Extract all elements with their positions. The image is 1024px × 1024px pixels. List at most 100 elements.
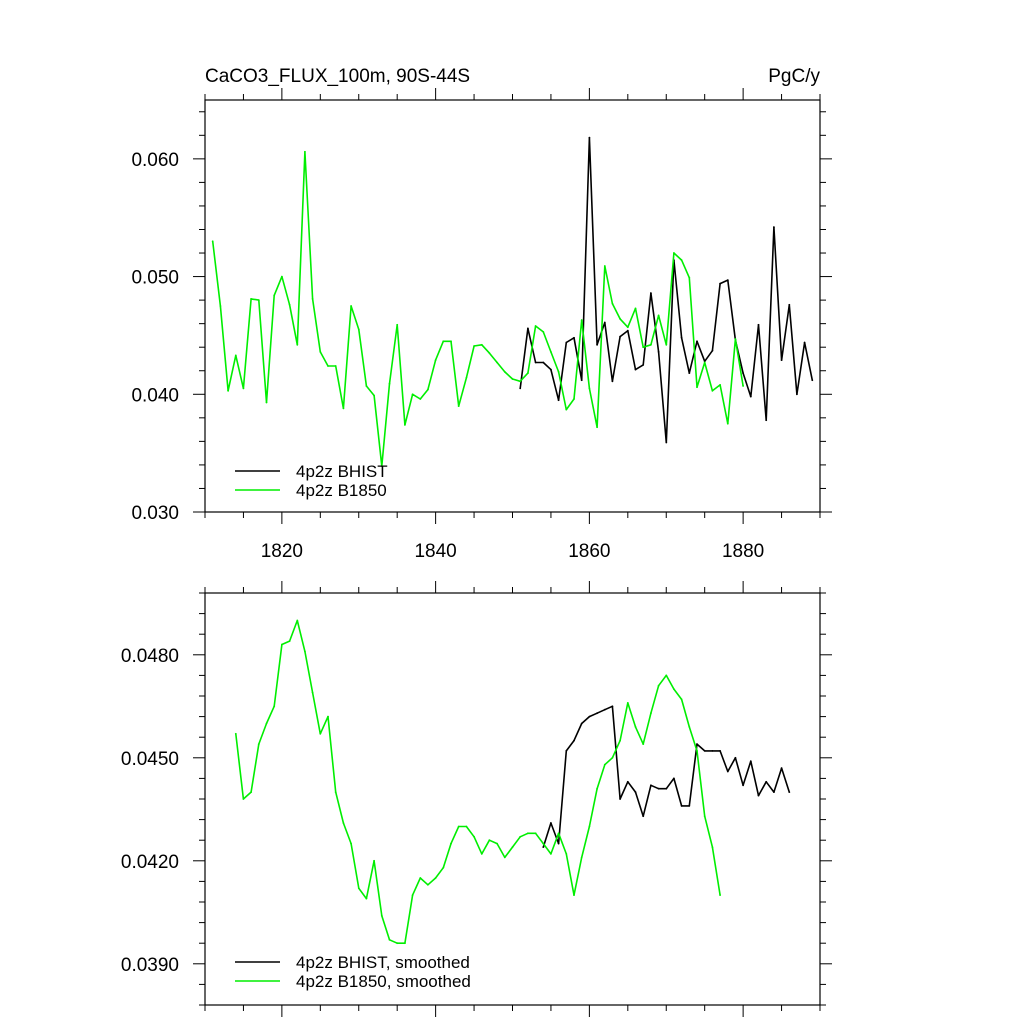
data-point-4p2z-b1850-smoothed (396, 942, 399, 945)
data-point-4p2z-b1850 (557, 371, 560, 373)
data-point-4p2z-b1850-smoothed (380, 914, 383, 917)
data-point-4p2z-bhist-smoothed (634, 791, 637, 793)
chart-units: PgC/y (768, 66, 820, 87)
data-point-4p2z-b1850 (742, 385, 744, 387)
y-tick-label: 0.0420 (121, 852, 179, 873)
top-legend: 4p2z BHIST 4p2z B1850 (235, 462, 388, 500)
bottom-series-lines (234, 619, 791, 945)
data-point-4p2z-bhist-smoothed (603, 708, 606, 711)
data-point-4p2z-b1850-smoothed (250, 791, 253, 793)
data-point-4p2z-bhist (573, 336, 575, 339)
data-point-4p2z-b1850-smoothed (665, 674, 668, 677)
data-point-4p2z-b1850 (688, 276, 691, 279)
data-point-4p2z-bhist (803, 341, 806, 344)
data-point-4p2z-bhist (696, 340, 698, 343)
data-point-4p2z-b1850-smoothed (557, 832, 560, 835)
data-point-4p2z-b1850 (319, 351, 322, 353)
data-point-4p2z-b1850-smoothed (611, 756, 614, 759)
data-point-4p2z-bhist-smoothed (580, 722, 583, 725)
data-point-4p2z-b1850-smoothed (565, 853, 568, 855)
data-point-4p2z-b1850 (611, 302, 614, 305)
x-tick-label: 1840 (414, 541, 456, 562)
data-point-4p2z-bhist (719, 282, 721, 285)
data-point-4p2z-b1850 (311, 298, 314, 300)
data-point-4p2z-b1850 (380, 465, 383, 467)
data-point-4p2z-b1850 (219, 305, 222, 307)
data-point-4p2z-b1850-smoothed (534, 832, 537, 835)
data-point-4p2z-bhist (711, 349, 714, 352)
data-point-4p2z-b1850-smoothed (442, 866, 445, 869)
data-point-4p2z-b1850 (427, 388, 429, 391)
data-point-4p2z-b1850 (726, 422, 729, 425)
data-point-4p2z-b1850 (473, 345, 475, 347)
y-tick-label: 0.0480 (121, 646, 179, 667)
data-point-4p2z-b1850-smoothed (334, 791, 337, 793)
data-point-4p2z-b1850 (542, 331, 545, 333)
data-point-4p2z-b1850-smoothed (488, 839, 491, 842)
data-point-4p2z-bhist (534, 361, 537, 364)
top-y-tick-labels: 0.030 0.040 0.050 0.060 (131, 150, 179, 524)
data-point-4p2z-b1850-smoothed (342, 822, 345, 824)
data-point-4p2z-b1850-smoothed (319, 732, 322, 735)
data-point-4p2z-b1850-smoothed (642, 743, 645, 745)
data-point-4p2z-b1850 (211, 240, 214, 243)
data-point-4p2z-b1850 (265, 401, 268, 404)
x-tick-label: 1820 (261, 541, 303, 562)
data-point-4p2z-bhist (657, 351, 660, 353)
data-point-4p2z-bhist (619, 335, 621, 338)
data-point-4p2z-bhist-smoothed (749, 760, 752, 763)
data-point-4p2z-b1850 (327, 365, 329, 367)
data-point-4p2z-b1850-smoothed (242, 798, 245, 800)
series-line-4p2z-bhist-smoothed (542, 705, 791, 848)
data-point-4p2z-b1850-smoothed (365, 897, 368, 900)
data-point-4p2z-b1850 (734, 338, 737, 340)
data-point-4p2z-bhist-smoothed (688, 805, 691, 807)
data-point-4p2z-bhist (642, 364, 645, 366)
data-point-4p2z-b1850-smoothed (657, 684, 660, 687)
data-point-4p2z-b1850-smoothed (327, 715, 329, 718)
data-point-4p2z-b1850 (534, 325, 537, 327)
data-point-4p2z-b1850 (580, 319, 583, 321)
data-point-4p2z-b1850-smoothed (703, 815, 706, 818)
data-point-4p2z-b1850-smoothed (673, 688, 675, 690)
bottom-legend: 4p2z BHIST, smoothed 4p2z B1850, smoothe… (235, 953, 471, 991)
data-point-4p2z-b1850 (442, 340, 445, 343)
data-point-4p2z-b1850 (227, 389, 230, 392)
data-point-4p2z-b1850 (304, 150, 306, 153)
data-point-4p2z-bhist-smoothed (680, 805, 683, 807)
data-point-4p2z-b1850 (696, 386, 698, 389)
y-tick-label: 0.060 (131, 150, 179, 171)
data-point-4p2z-b1850 (626, 326, 629, 329)
bottom-y-tick-labels: 0.0390 0.0420 0.0450 0.0480 (121, 646, 179, 976)
data-point-4p2z-bhist (688, 372, 691, 374)
data-point-4p2z-bhist-smoothed (565, 750, 568, 752)
data-point-4p2z-b1850 (457, 405, 460, 407)
data-point-4p2z-b1850 (273, 294, 276, 297)
data-point-4p2z-b1850-smoothed (527, 832, 529, 835)
data-point-4p2z-b1850 (411, 393, 414, 396)
data-point-4p2z-bhist (650, 292, 652, 294)
data-point-4p2z-bhist (634, 368, 637, 371)
legend-label-bhist: 4p2z BHIST (296, 462, 388, 481)
data-point-4p2z-b1850-smoothed (411, 894, 414, 896)
data-point-4p2z-b1850 (350, 305, 352, 307)
legend-label-bhist-smoothed: 4p2z BHIST, smoothed (296, 953, 470, 972)
data-point-4p2z-b1850-smoothed (696, 750, 698, 752)
data-point-4p2z-bhist (765, 419, 768, 422)
data-point-4p2z-b1850-smoothed (550, 853, 552, 855)
y-tick-label: 0.0390 (121, 955, 179, 976)
top-chart-panel: CaCO3_FLUX_100m, 90S-44S PgC/y 0.030 0.04… (131, 66, 832, 562)
data-point-4p2z-bhist (796, 393, 798, 396)
data-point-4p2z-b1850 (357, 328, 360, 331)
data-point-4p2z-bhist (596, 343, 598, 346)
data-point-4p2z-b1850 (650, 343, 652, 346)
data-point-4p2z-b1850 (250, 298, 253, 300)
data-point-4p2z-b1850-smoothed (603, 763, 606, 766)
data-point-4p2z-b1850-smoothed (719, 894, 721, 896)
data-point-4p2z-bhist (726, 279, 729, 281)
data-point-4p2z-bhist-smoothed (773, 791, 775, 793)
data-point-4p2z-bhist-smoothed (719, 750, 721, 752)
data-point-4p2z-bhist-smoothed (673, 777, 675, 780)
data-point-4p2z-bhist (580, 379, 583, 382)
